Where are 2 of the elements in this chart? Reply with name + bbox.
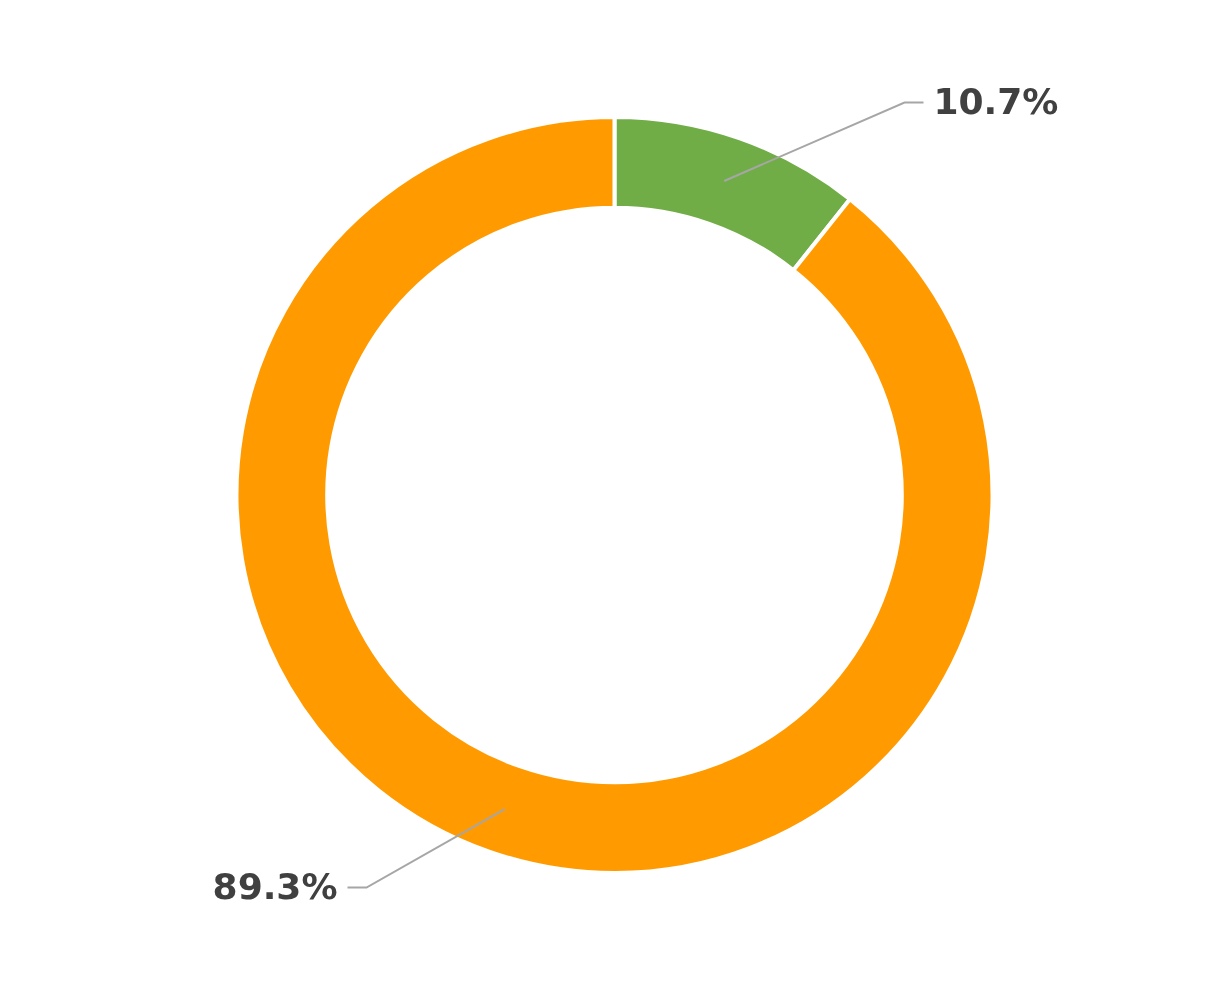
data-label: 89.3%: [212, 865, 338, 907]
data-label: 10.7%: [933, 80, 1059, 122]
